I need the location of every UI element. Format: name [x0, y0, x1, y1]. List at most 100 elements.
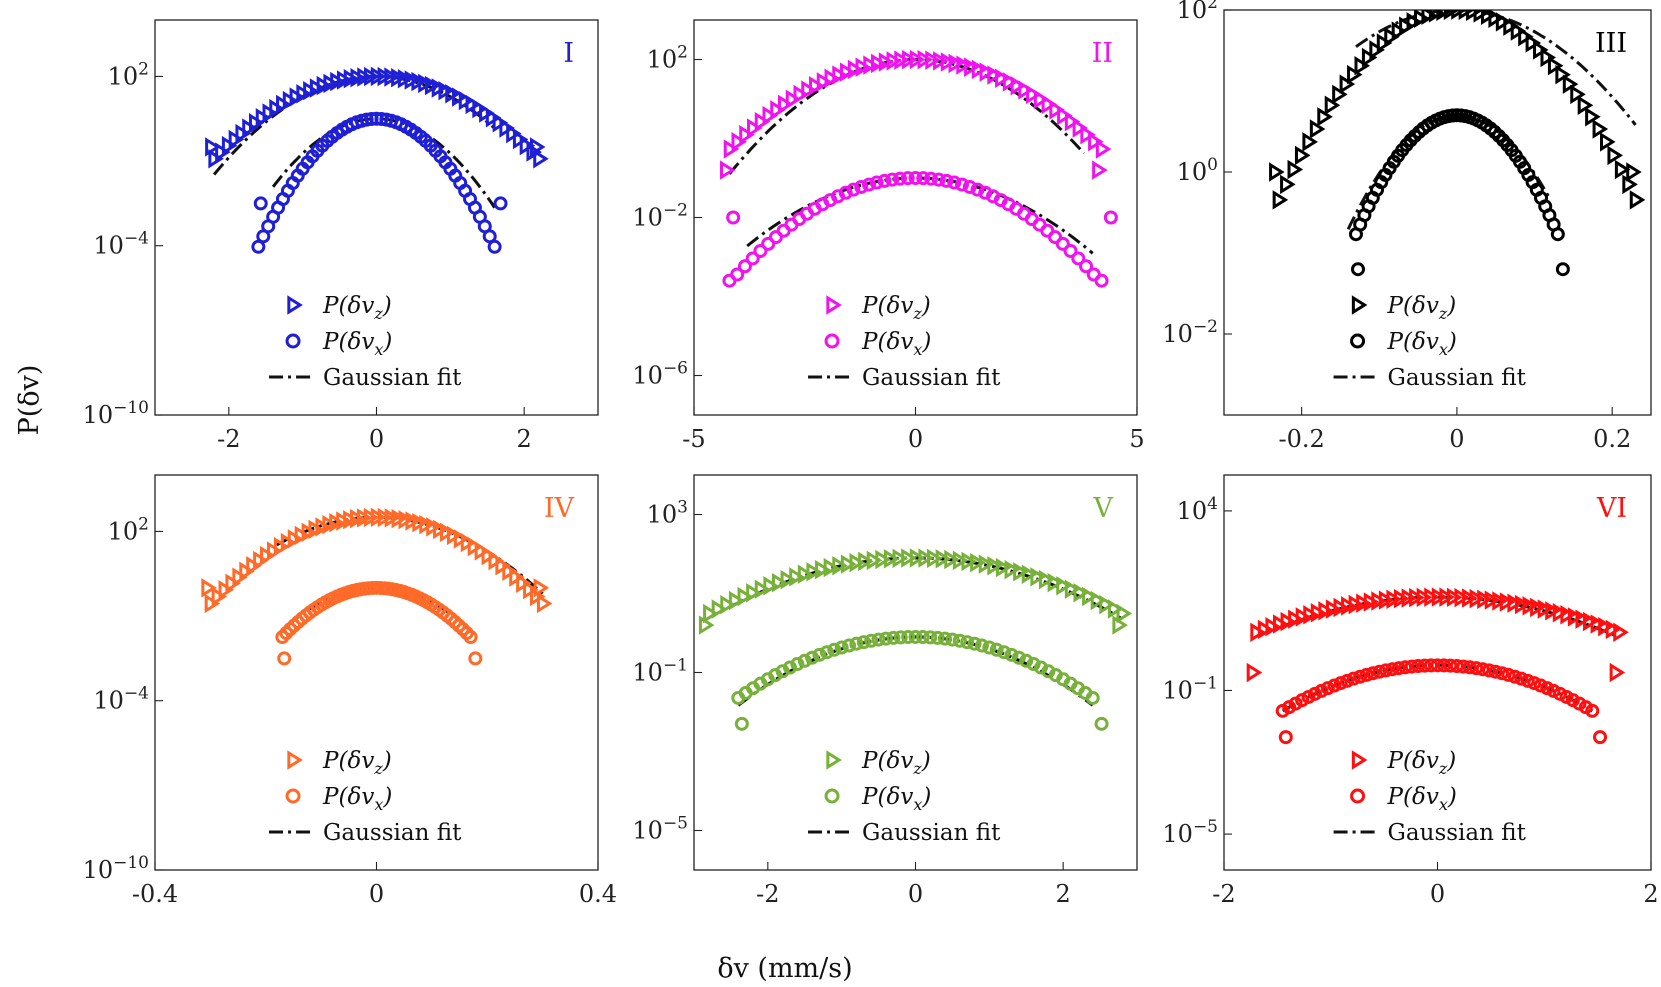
- legend-marker-x: [1350, 788, 1366, 804]
- data-point-z: [1555, 64, 1571, 85]
- data-point-z: [1510, 21, 1527, 41]
- data-point-z: [1356, 593, 1372, 613]
- data-point-z: [1488, 10, 1504, 28]
- y-tick-label: 102: [108, 59, 149, 90]
- data-point-z: [785, 89, 802, 109]
- data-point-x: [901, 630, 916, 645]
- plot-area: [205, 66, 549, 254]
- data-point-z: [832, 556, 848, 576]
- fit-line-z: [728, 57, 1085, 175]
- data-point-x: [900, 171, 915, 186]
- legend-label-x: P(δvx): [1387, 329, 1457, 359]
- data-point-x: [1378, 663, 1393, 678]
- data-point-x: [1314, 683, 1329, 698]
- data-point-z: [1622, 174, 1638, 195]
- data-point-z: [1339, 74, 1356, 94]
- data-point-x: [737, 259, 752, 274]
- data-point-z: [1371, 591, 1387, 611]
- data-point-x: [1391, 661, 1406, 676]
- data-point-z: [902, 49, 918, 70]
- legend-marker-x: [1350, 333, 1366, 349]
- legend-label-z: P(δvz): [1387, 748, 1457, 778]
- x-tick-label: 2: [517, 425, 532, 453]
- data-point-z: [1552, 603, 1569, 623]
- data-point-z: [739, 125, 755, 145]
- x-tick-label: -0.4: [132, 880, 178, 908]
- data-point-z: [1575, 609, 1591, 629]
- data-point-z: [956, 55, 972, 75]
- data-point-z: [1376, 33, 1393, 53]
- data-point-x: [916, 171, 931, 186]
- legend-marker-x: [285, 788, 301, 804]
- legend-marker-z: [1351, 750, 1368, 770]
- data-point-z: [1080, 125, 1096, 145]
- data-point-z: [970, 552, 986, 573]
- data-point-x: [1359, 667, 1374, 682]
- legend-label-x: P(δvx): [1387, 784, 1457, 814]
- data-point-z: [1287, 159, 1304, 180]
- x-tick-label: -2: [756, 880, 779, 908]
- data-point-x: [827, 642, 842, 657]
- data-point-z: [1057, 105, 1073, 126]
- data-point-z: [987, 556, 1003, 576]
- data-point-z: [201, 578, 217, 598]
- data-point-x: [1398, 660, 1413, 675]
- legend-marker-z: [1351, 295, 1368, 315]
- data-point-z: [1090, 590, 1107, 611]
- legend-label-fit: Gaussian fit: [862, 820, 1001, 846]
- x-tick-label: -2: [1212, 880, 1235, 908]
- data-point-x: [1475, 662, 1490, 677]
- data-point-x: [924, 171, 939, 186]
- data-point-z: [971, 59, 988, 80]
- legend-label-z: P(δvz): [861, 748, 931, 778]
- y-tick-label: 10−4: [93, 684, 149, 715]
- data-point-x: [1411, 659, 1426, 674]
- legend-marker-z: [287, 750, 303, 770]
- data-point-z: [1361, 47, 1378, 68]
- data-point-z: [1424, 587, 1440, 607]
- data-point-z: [1533, 40, 1549, 60]
- data-point-x: [834, 640, 849, 655]
- data-point-x: [893, 630, 908, 645]
- data-point-z: [1391, 21, 1408, 41]
- data-point-z: [1484, 590, 1501, 610]
- data-point-z: [703, 603, 719, 624]
- panel-IV: -0.4 0 0.4 102 10−4 10−10 IV P(δvz) P(δvx) Gaussi…: [83, 474, 617, 908]
- data-point-z: [1458, 10, 1475, 21]
- legend-label-x: P(δvx): [322, 784, 392, 814]
- data-point-z: [533, 578, 550, 598]
- data-point-z: [978, 554, 995, 574]
- axes-frame: [1223, 474, 1652, 871]
- y-tick-label: 10−5: [1162, 817, 1218, 848]
- y-tick-label: 10−6: [632, 359, 688, 390]
- data-point-z: [754, 579, 771, 599]
- data-point-z: [892, 548, 909, 569]
- data-point-x: [861, 177, 876, 192]
- data-point-z: [1280, 611, 1297, 632]
- data-point-x: [930, 630, 945, 645]
- data-point-z: [995, 557, 1012, 578]
- data-point-z: [1600, 132, 1616, 152]
- legend-label-z: P(δvz): [861, 293, 931, 323]
- y-tick-label: 10−10: [83, 853, 149, 884]
- data-point-x: [1462, 660, 1477, 675]
- data-point-z: [1614, 159, 1631, 180]
- data-point-x: [1079, 259, 1094, 274]
- data-point-x: [1333, 676, 1348, 691]
- data-point-x: [1482, 663, 1497, 678]
- data-point-x: [1085, 690, 1100, 705]
- plot-area: [1246, 587, 1629, 745]
- data-point-x: [989, 642, 1004, 657]
- data-point-z: [1480, 10, 1497, 25]
- data-point-z: [1503, 16, 1519, 36]
- data-point-x: [277, 651, 292, 666]
- data-point-z: [1577, 95, 1594, 115]
- data-point-z: [746, 118, 763, 138]
- data-point-z: [1518, 26, 1534, 47]
- y-tick-label: 103: [647, 498, 688, 529]
- data-point-z: [1348, 594, 1365, 615]
- data-point-z: [780, 569, 797, 590]
- data-point-z: [1560, 605, 1576, 625]
- x-tick-label: -2: [217, 425, 240, 453]
- legend-marker-x: [285, 333, 301, 349]
